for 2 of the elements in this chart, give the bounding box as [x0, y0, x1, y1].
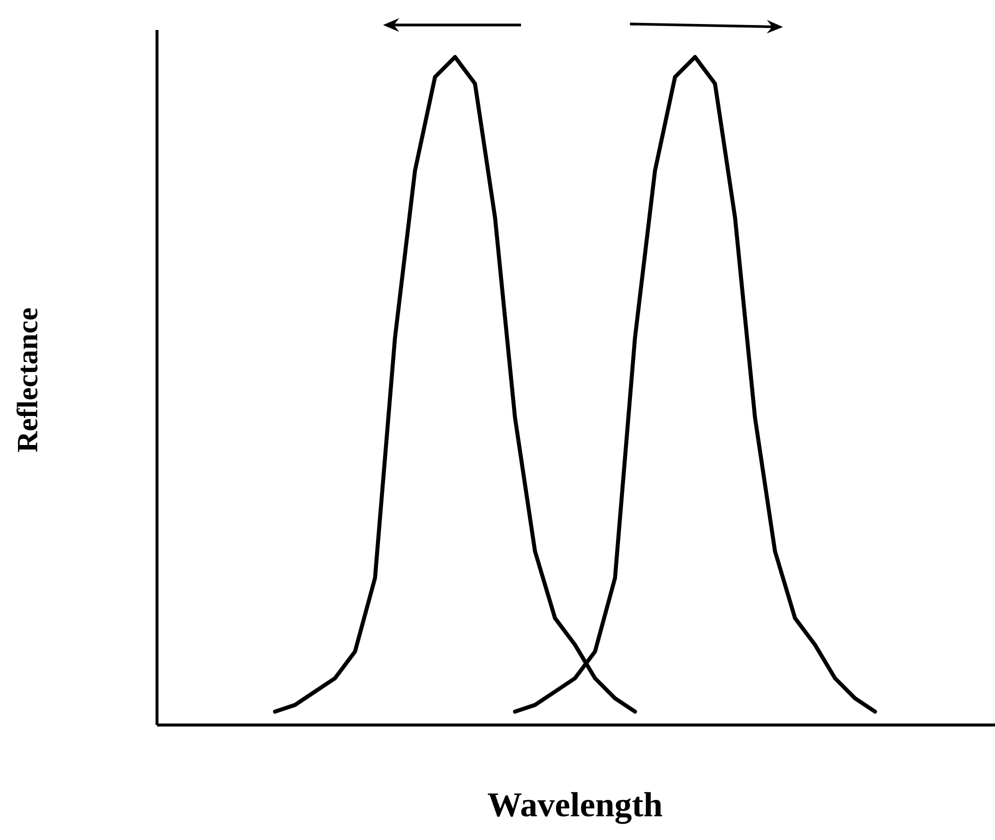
y-axis-title: Reflectance [16, 308, 38, 452]
x-axis-title: Wavelength [488, 792, 662, 824]
